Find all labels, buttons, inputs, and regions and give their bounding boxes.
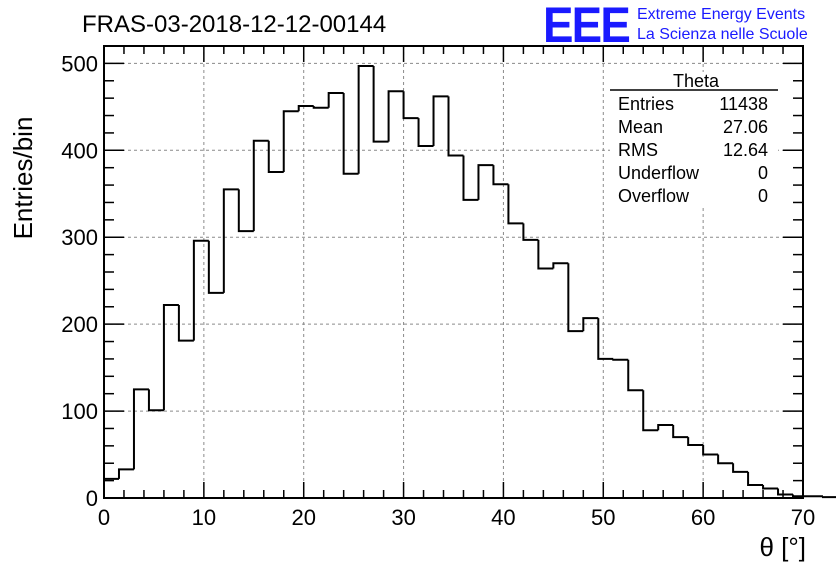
histogram-bin — [132, 388, 149, 470]
logo-line2: La Scienza nelle Scuole — [637, 26, 808, 43]
stats-label: RMS — [618, 140, 658, 160]
stats-label: Entries — [618, 94, 674, 114]
histogram-bin — [657, 423, 674, 431]
y-tick-label: 500 — [61, 51, 98, 76]
histogram-bin — [672, 424, 689, 439]
x-tick-label: 10 — [192, 505, 216, 530]
histogram-bin — [747, 471, 764, 486]
histogram-bin — [717, 454, 734, 465]
x-tick-label: 20 — [291, 505, 315, 530]
x-tick-label: 40 — [491, 505, 515, 530]
stats-box: Theta Entries 11438 Mean 27.06 RMS 12.64 Under… — [610, 71, 778, 208]
histogram-bin — [582, 317, 599, 332]
histogram-bin — [567, 263, 584, 333]
stats-label: Mean — [618, 117, 663, 137]
histogram-bin — [537, 239, 554, 270]
y-tick-label: 0 — [86, 486, 98, 511]
histogram-bin — [117, 468, 134, 479]
axes — [103, 45, 804, 499]
stats-value: 0 — [758, 163, 768, 183]
x-axis-title: θ [°] — [759, 532, 806, 562]
tick-labels: 0 10 20 30 40 50 60 70 0 100 200 300 400 500 — [61, 51, 815, 530]
histogram-bin — [732, 463, 749, 473]
histogram-bin — [103, 477, 119, 498]
x-tick-label: 30 — [391, 505, 415, 530]
histogram-bin — [612, 358, 629, 361]
histogram-bin — [297, 104, 314, 112]
histogram-bin — [372, 65, 389, 143]
histogram-bin — [222, 188, 239, 293]
histogram-bin — [237, 189, 254, 233]
x-tick-label: 70 — [791, 505, 815, 530]
histogram-bin — [207, 240, 224, 294]
histogram-bin — [522, 223, 539, 241]
histogram-bin — [792, 494, 808, 498]
logo-line1: Extreme Energy Events — [637, 6, 805, 23]
histogram-bin — [267, 140, 284, 174]
eee-logo: EEE Extreme Energy Events La Scienza nel… — [543, 0, 808, 53]
chart-title: FRAS-03-2018-12-12-00144 — [82, 11, 386, 38]
stats-value: 11438 — [719, 94, 768, 114]
histogram-bin — [462, 155, 479, 201]
y-tick-label: 300 — [61, 225, 98, 250]
histogram-bin — [492, 165, 509, 186]
histogram-bin — [821, 496, 836, 499]
x-tick-label: 0 — [98, 505, 110, 530]
histogram-bin — [252, 139, 269, 232]
y-tick-label: 200 — [61, 312, 98, 337]
x-tick-label: 60 — [691, 505, 715, 530]
histogram-bin — [282, 110, 299, 173]
histogram-bin — [642, 390, 659, 432]
histogram-bin — [402, 91, 419, 120]
histogram-bin — [177, 305, 194, 342]
histogram-bin — [552, 262, 569, 269]
histogram-bin — [432, 95, 449, 146]
y-axis-title: Entries/bin — [8, 117, 38, 240]
stats-title: Theta — [673, 71, 720, 91]
histogram-bin — [702, 444, 719, 456]
y-tick-label: 400 — [61, 138, 98, 163]
histogram-bin — [312, 105, 329, 109]
x-tick-label: 50 — [591, 505, 615, 530]
histogram-bin — [162, 304, 179, 411]
histogram-bin — [417, 118, 434, 147]
y-tick-label: 100 — [61, 399, 98, 424]
histogram-bin — [387, 90, 404, 142]
histogram-bin — [597, 318, 614, 360]
histogram-bin — [627, 359, 644, 392]
histogram-bin — [327, 91, 344, 108]
stats-value: 27.06 — [723, 117, 768, 137]
histogram-bin — [342, 92, 359, 175]
histogram-bin — [357, 64, 374, 174]
histogram-series — [103, 64, 836, 499]
histogram-bin — [447, 96, 464, 157]
logo-mark: EEE — [543, 0, 630, 53]
stats-label: Underflow — [618, 163, 700, 183]
histogram-bin — [192, 239, 209, 341]
stats-label: Overflow — [618, 186, 690, 206]
histogram-bin — [762, 484, 779, 490]
histogram-bin — [477, 164, 494, 200]
histogram-bin — [687, 437, 704, 446]
histogram-bin — [507, 184, 524, 225]
histogram-bin — [777, 488, 794, 496]
stats-value: 12.64 — [723, 140, 768, 160]
stats-value: 0 — [758, 186, 768, 206]
histogram-bin — [147, 389, 164, 412]
